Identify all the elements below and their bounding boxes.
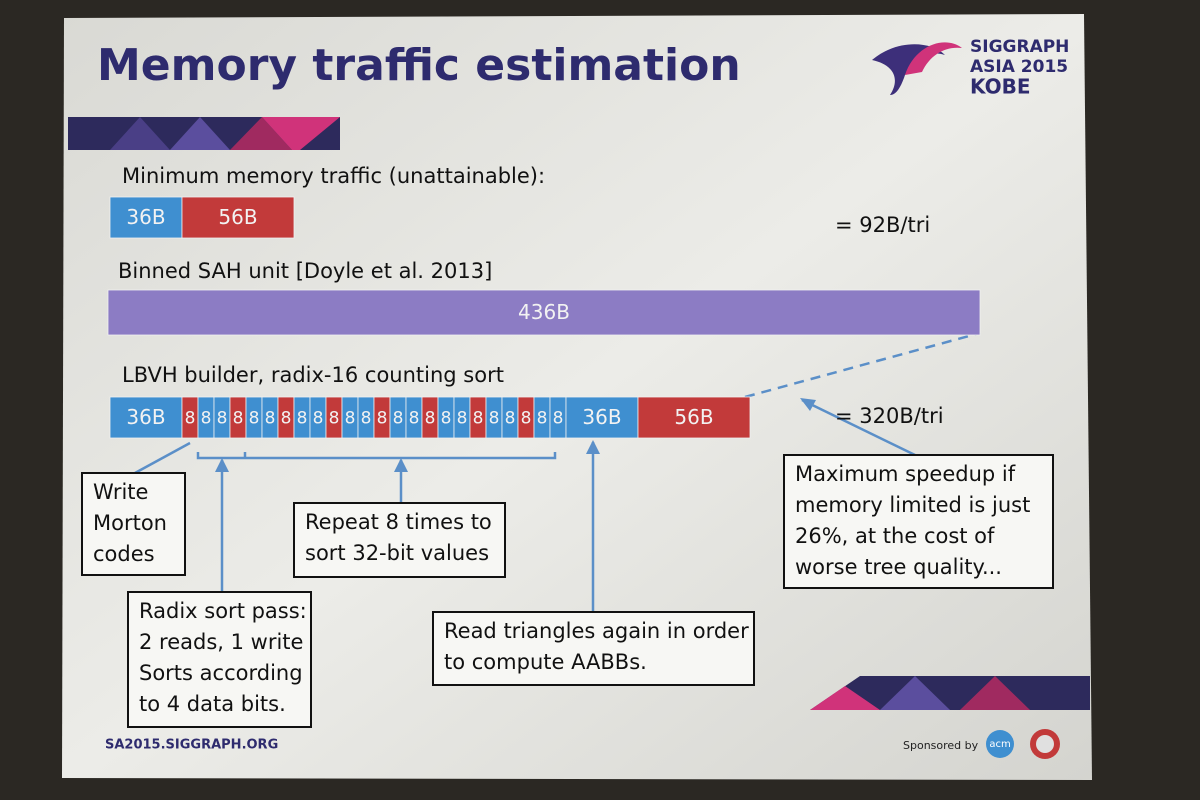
segment-label: 8 [201, 409, 212, 429]
row-label: LBVH builder, radix-16 counting sort [122, 363, 504, 387]
segment-label: 8 [217, 409, 228, 429]
segment-label: 8 [265, 409, 276, 429]
segment-label: 8 [441, 409, 452, 429]
bar-segment [181, 196, 295, 239]
segment-label: 8 [249, 409, 260, 429]
row-label: Minimum memory traffic (unattainable): [122, 164, 545, 188]
callout-line: Radix sort pass: [139, 599, 307, 623]
segment-label: 8 [553, 409, 564, 429]
arrowheads [215, 398, 816, 472]
callout-line: to compute AABBs. [444, 650, 647, 674]
callout-line: sort 32-bit values [305, 541, 489, 565]
segment-label: 8 [329, 409, 340, 429]
callout-line: Maximum speedup if [795, 462, 1016, 486]
callout-line: Morton [93, 511, 167, 535]
slide-title: Memory traffic estimation [97, 40, 741, 91]
segment-label: 8 [457, 409, 468, 429]
sponsor-logo-inner [1036, 735, 1054, 753]
segment-label: 56B [674, 405, 713, 429]
segment-label: 36B [126, 405, 165, 429]
callout-line: Repeat 8 times to [305, 510, 492, 534]
callout-line: codes [93, 542, 155, 566]
logo-line: ASIA 2015 [970, 57, 1068, 77]
callout-line: 26%, at the cost of [795, 524, 995, 548]
segment-label: 8 [345, 409, 356, 429]
logo-line: KOBE [970, 75, 1031, 99]
segment-label: 8 [537, 409, 548, 429]
callout-box [127, 591, 312, 728]
row-total: = 92B/tri [835, 213, 930, 237]
bar-segment [637, 396, 751, 439]
segment-label: 36B [582, 405, 621, 429]
callout-box [81, 472, 186, 576]
footer-url: SA2015.SIGGRAPH.ORG [105, 738, 278, 753]
segment-label: 56B [218, 205, 257, 229]
logo: SIGGRAPH ASIA 2015 KOBE [872, 37, 1069, 99]
bar-segment [107, 289, 981, 336]
bar-segment [109, 396, 183, 439]
segment-label: 8 [185, 409, 196, 429]
bottom-band [810, 676, 1090, 710]
segment-label: 8 [297, 409, 308, 429]
segment-label: 8 [313, 409, 324, 429]
callout-line: to 4 data bits. [139, 692, 286, 716]
segment-label: 8 [521, 409, 532, 429]
acm-logo [986, 730, 1014, 758]
segment-label: 8 [281, 409, 292, 429]
row-label: Binned SAH unit [Doyle et al. 2013] [118, 259, 492, 283]
segment-label: 8 [393, 409, 404, 429]
segment-label: 8 [425, 409, 436, 429]
sponsor-label: Sponsored by [903, 739, 979, 752]
callout-line: memory limited is just [795, 493, 1030, 517]
callout-box [293, 502, 506, 578]
acm-text: acm [989, 739, 1010, 750]
segment-label: 8 [233, 409, 244, 429]
callout-line: Write [93, 480, 148, 504]
segment-label: 8 [473, 409, 484, 429]
callout-box [783, 454, 1054, 589]
segment-label: 8 [377, 409, 388, 429]
row-total: = 320B/tri [835, 404, 944, 428]
logo-line: SIGGRAPH [970, 37, 1069, 57]
top-band [68, 117, 340, 150]
segment-label: 436B [518, 300, 570, 324]
connectors [134, 331, 981, 612]
callout-line: Sorts according [139, 661, 303, 685]
callout-line: Read triangles again in order [444, 619, 749, 643]
segment-label: 8 [409, 409, 420, 429]
callout-box [432, 611, 755, 686]
callout-line: worse tree quality... [795, 555, 1002, 579]
segment-label: 36B [126, 205, 165, 229]
bar-segment [109, 196, 183, 239]
segment-label: 8 [489, 409, 500, 429]
segment-label: 8 [361, 409, 372, 429]
callout-line: 2 reads, 1 write [139, 630, 303, 654]
segment-label: 8 [505, 409, 516, 429]
